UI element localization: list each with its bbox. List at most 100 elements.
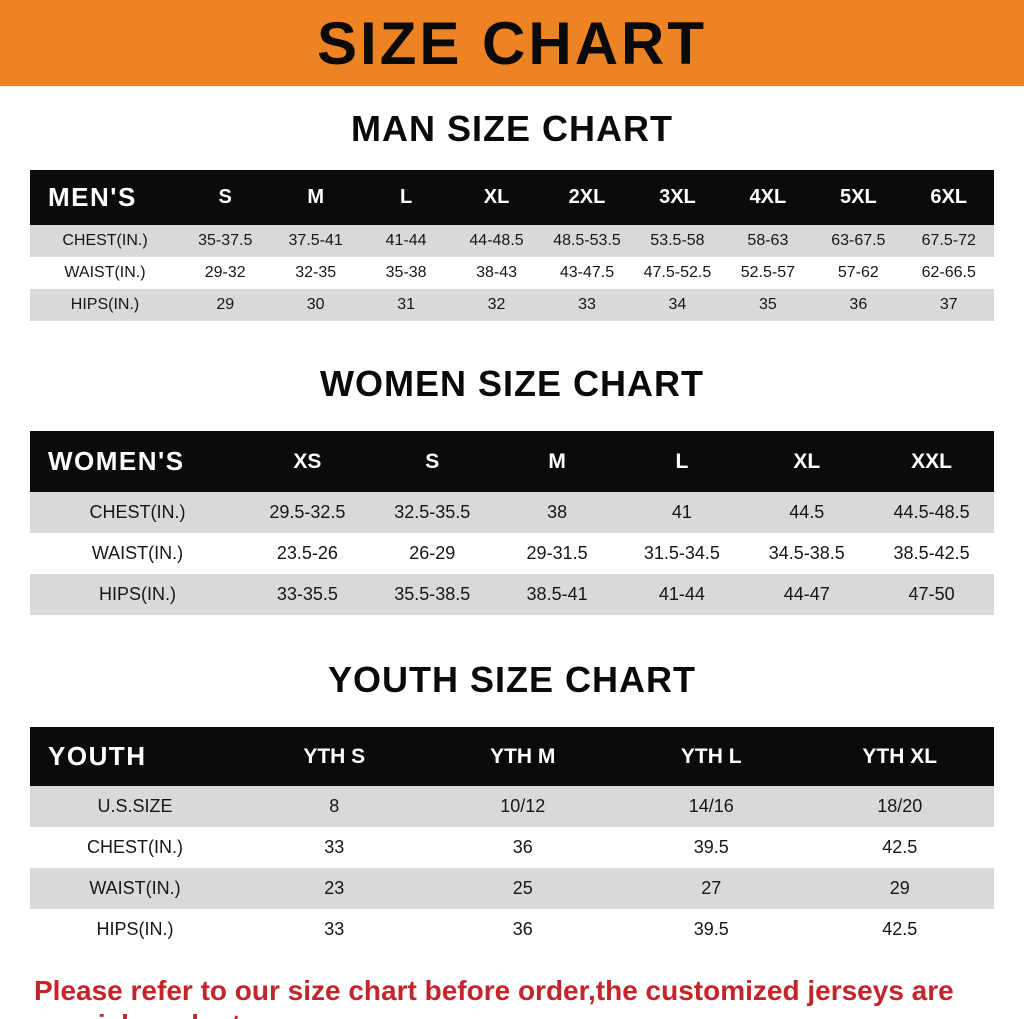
youth-section-heading: YOUTH SIZE CHART xyxy=(327,659,696,700)
footer-notice: Please refer to our size chart before or… xyxy=(0,974,1024,1019)
table-cell: 25 xyxy=(428,868,617,909)
column-header: 6XL xyxy=(903,170,994,225)
table-cell: 36 xyxy=(512,919,533,939)
youth-size-table: YOUTH YTH S YTH M YTH L YTH XL U.S.SIZE 8 10/12… xyxy=(30,727,994,950)
column-header: YTH L xyxy=(617,727,806,786)
table-cell: 23.5-26 xyxy=(276,543,338,563)
table-cell: 26-29 xyxy=(409,543,456,563)
table-cell: 32.5-35.5 xyxy=(369,492,495,533)
table-cell: 33 xyxy=(324,919,345,939)
table-cell: 8 xyxy=(240,786,429,827)
table-cell: 30 xyxy=(270,289,361,321)
column-header: S xyxy=(369,431,495,492)
table-cell: 38.5-41 xyxy=(494,574,620,615)
table-cell: 14/16 xyxy=(617,786,806,827)
row-label: CHEST(IN.) xyxy=(87,837,183,857)
table-cell: 63-67.5 xyxy=(813,225,904,257)
column-header: M xyxy=(494,431,620,492)
table-cell: 47.5-52.5 xyxy=(643,264,712,281)
table-cell: 38-43 xyxy=(476,264,517,281)
table-cell: 36 xyxy=(813,289,904,321)
table-cell: 33 xyxy=(324,837,345,857)
row-label: CHEST(IN.) xyxy=(30,492,245,533)
row-label: WAIST(IN.) xyxy=(91,543,184,563)
men-size-table: MEN'S S M L XL 2XL 3XL 4XL 5XL 6XL CHEST(IN.) 35-37… xyxy=(30,170,994,321)
table-cell: 39.5 xyxy=(693,837,729,857)
column-header: L xyxy=(360,170,452,225)
column-header: 5XL xyxy=(813,170,904,225)
table-cell: 44.5 xyxy=(744,492,870,533)
table-cell: 39.5 xyxy=(693,919,729,939)
column-header: S xyxy=(180,170,271,225)
column-header: 4XL xyxy=(722,170,814,225)
table-cell: 44-47 xyxy=(744,574,870,615)
table-cell: 35 xyxy=(722,289,814,321)
table-cell: 35-37.5 xyxy=(180,225,271,257)
row-label: HIPS(IN.) xyxy=(30,289,180,321)
table-cell: 38 xyxy=(494,492,620,533)
women-section-heading: WOMEN SIZE CHART xyxy=(320,363,704,404)
size-chart-banner: SIZE CHART xyxy=(0,0,1024,86)
table-cell: 32 xyxy=(451,289,542,321)
table-cell: 29 xyxy=(180,289,271,321)
table-cell: 42.5 xyxy=(882,837,918,857)
column-header: M xyxy=(270,170,361,225)
table-cell: 29.5-32.5 xyxy=(245,492,370,533)
table-header-label: YOUTH xyxy=(30,727,240,786)
table-cell: 31.5-34.5 xyxy=(643,543,720,563)
table-cell: 38.5-42.5 xyxy=(893,543,970,563)
table-cell: 47-50 xyxy=(869,574,994,615)
banner-title: SIZE CHART xyxy=(317,9,707,77)
man-size-section: MAN SIZE CHART MEN'S S M L XL 2XL 3XL 4XL 5XL 6XL… xyxy=(0,108,1024,321)
column-header: 2XL xyxy=(541,170,633,225)
table-cell: 67.5-72 xyxy=(903,225,994,257)
table-cell: 36 xyxy=(512,837,533,857)
column-header: YTH S xyxy=(240,727,429,786)
column-header: L xyxy=(619,431,745,492)
row-label: WAIST(IN.) xyxy=(30,868,240,909)
women-size-section: WOMEN SIZE CHART WOMEN'S XS S M L XL XXL CHEST(… xyxy=(0,363,1024,615)
table-cell: 44-48.5 xyxy=(451,225,542,257)
table-cell: 52.5-57 xyxy=(740,264,796,281)
column-header: XL xyxy=(744,431,870,492)
table-cell: 43-47.5 xyxy=(559,264,615,281)
row-label: CHEST(IN.) xyxy=(30,225,180,257)
table-header-label: MEN'S xyxy=(30,170,180,225)
column-header: 3XL xyxy=(632,170,723,225)
table-cell: 29 xyxy=(805,868,994,909)
table-cell: 41-44 xyxy=(360,225,452,257)
table-cell: 34.5-38.5 xyxy=(768,543,845,563)
table-header-label: WOMEN'S xyxy=(30,431,245,492)
column-header: YTH XL xyxy=(805,727,994,786)
table-cell: 35-38 xyxy=(385,264,427,281)
table-cell: 18/20 xyxy=(805,786,994,827)
table-cell: 48.5-53.5 xyxy=(541,225,633,257)
column-header: XL xyxy=(451,170,542,225)
table-cell: 37 xyxy=(903,289,994,321)
column-header: XS xyxy=(245,431,370,492)
row-label: WAIST(IN.) xyxy=(64,264,146,281)
row-label: HIPS(IN.) xyxy=(30,574,245,615)
table-cell: 41 xyxy=(619,492,745,533)
notice-line-1: Please refer to our size chart before or… xyxy=(34,975,954,1019)
table-cell: 57-62 xyxy=(837,264,879,281)
table-cell: 35.5-38.5 xyxy=(369,574,495,615)
women-size-table: WOMEN'S XS S M L XL XXL CHEST(IN.) 29.5-32.5 32.5… xyxy=(30,431,994,615)
table-cell: 53.5-58 xyxy=(632,225,723,257)
table-cell: 44.5-48.5 xyxy=(869,492,994,533)
table-cell: 23 xyxy=(240,868,429,909)
man-section-heading: MAN SIZE CHART xyxy=(351,108,673,149)
table-cell: 37.5-41 xyxy=(270,225,361,257)
table-cell: 34 xyxy=(632,289,723,321)
table-cell: 33-35.5 xyxy=(245,574,370,615)
table-cell: 32-35 xyxy=(295,264,337,281)
column-header: XXL xyxy=(869,431,994,492)
youth-size-section: YOUTH SIZE CHART YOUTH YTH S YTH M YTH L YTH… xyxy=(0,659,1024,950)
table-cell: 33 xyxy=(541,289,633,321)
table-cell: 62-66.5 xyxy=(921,264,976,281)
table-cell: 58-63 xyxy=(722,225,814,257)
table-cell: 27 xyxy=(617,868,806,909)
table-cell: 29-31.5 xyxy=(526,543,588,563)
column-header: YTH M xyxy=(428,727,617,786)
